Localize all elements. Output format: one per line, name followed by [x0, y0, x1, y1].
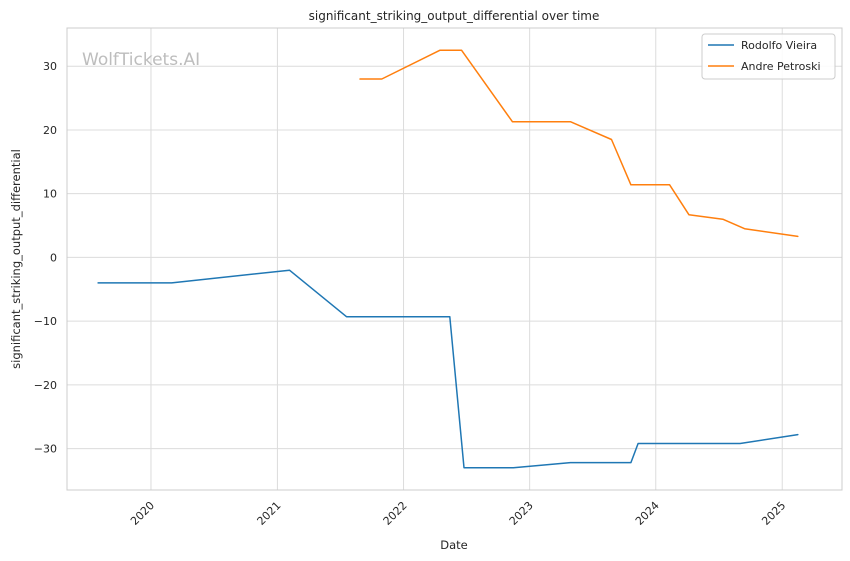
series-lines [97, 49, 799, 469]
legend-label-andre-petroski: Andre Petroski [741, 60, 821, 73]
grid-lines [67, 28, 842, 490]
y-tick-label: 10 [43, 188, 57, 201]
y-tick-label: −30 [34, 443, 57, 456]
legend: Rodolfo Vieira Andre Petroski [701, 33, 836, 80]
legend-box [701, 33, 836, 80]
y-tick-label: 30 [43, 60, 57, 73]
y-tick-label: −10 [34, 315, 57, 328]
series-line-rodolfo-vieira [97, 269, 799, 469]
y-tick-label: 0 [50, 251, 57, 264]
watermark: WolfTickets.AI [82, 50, 200, 70]
series-line-andre-petroski [359, 49, 799, 238]
plot-area-border [66, 27, 843, 491]
y-tick-label: 20 [43, 124, 57, 137]
legend-label-rodolfo-vieira: Rodolfo Vieira [741, 39, 817, 52]
x-axis-title: Date [440, 538, 468, 552]
y-tick-label: −20 [34, 379, 57, 392]
y-axis-title: significant_striking_output_differential [9, 149, 23, 369]
chart-title: significant_striking_output_differential… [309, 9, 600, 23]
